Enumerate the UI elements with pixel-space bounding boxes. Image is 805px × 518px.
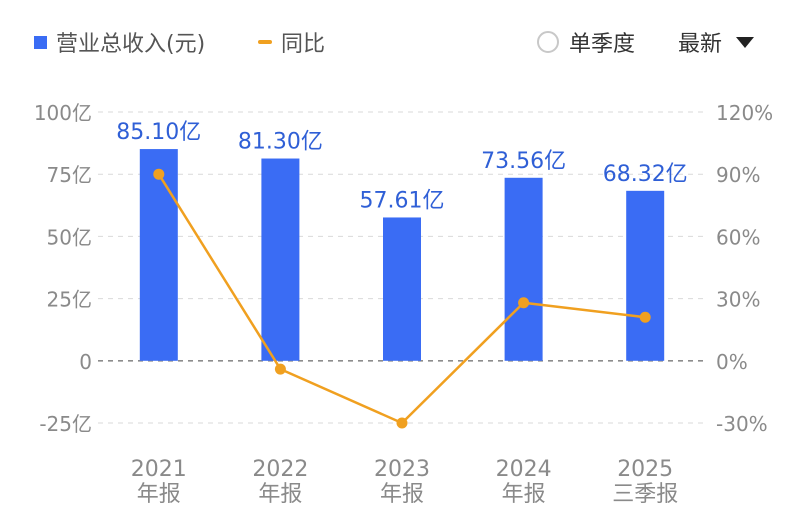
- radio-circle-icon[interactable]: [537, 31, 559, 53]
- revenue-bar[interactable]: [383, 217, 421, 361]
- x-axis-period-label: 年报: [137, 482, 181, 507]
- legend-revenue-label: 营业总收入(元): [56, 32, 206, 57]
- bar-value-labels: 85.10亿 81.30亿 57.61亿 73.56亿 68.32亿: [116, 120, 687, 213]
- legend-line-swatch: [258, 40, 272, 44]
- right-axis-tick-label: 60%: [716, 225, 760, 249]
- right-axis-tick-label: 0%: [716, 350, 748, 374]
- x-axis-year-label: 2024: [496, 457, 552, 482]
- x-axis-period-label: 年报: [502, 482, 546, 507]
- yoy-point[interactable]: [518, 297, 530, 309]
- yoy-point[interactable]: [396, 417, 408, 429]
- caret-down-icon: [736, 36, 755, 48]
- bar-value-label: 85.10亿: [116, 120, 201, 145]
- x-axis-year-label: 2021: [131, 457, 187, 482]
- legend-bar-swatch: [34, 35, 47, 49]
- x-axis-period-label: 年报: [380, 482, 424, 507]
- left-axis-tick-label: 25亿: [47, 288, 92, 312]
- right-axis-tick-label: -30%: [716, 412, 768, 436]
- left-axis-tick-label: 100亿: [34, 101, 92, 125]
- revenue-bar[interactable]: [504, 177, 543, 361]
- right-axis-tick-label: 120%: [716, 101, 773, 125]
- left-axis-tick-label: 50亿: [47, 225, 92, 249]
- legend-revenue[interactable]: 营业总收入(元): [34, 26, 205, 58]
- single-quarter-label: 单季度: [569, 32, 636, 57]
- x-axis-year-label: 2025: [617, 457, 673, 482]
- revenue-bar[interactable]: [139, 149, 178, 361]
- revenue-bar[interactable]: [261, 158, 300, 361]
- legend-yoy-label: 同比: [281, 32, 326, 57]
- yoy-point[interactable]: [274, 363, 286, 375]
- latest-dropdown[interactable]: 最新: [678, 26, 755, 58]
- yoy-point[interactable]: [639, 311, 651, 323]
- bar-series: [139, 149, 665, 361]
- bar-value-label: 73.56亿: [481, 149, 566, 174]
- right-axis-ticks: 120% 90% 60% 30% 0% -30%: [716, 101, 773, 436]
- right-axis-tick-label: 30%: [716, 288, 760, 312]
- left-axis-ticks: 100亿 75亿 50亿 25亿 0 -25亿: [34, 101, 92, 436]
- latest-label: 最新: [678, 32, 723, 57]
- revenue-bar[interactable]: [626, 190, 665, 361]
- left-axis-tick-label: -25亿: [39, 412, 92, 436]
- bar-value-label: 68.32亿: [603, 162, 688, 187]
- right-axis-tick-label: 90%: [716, 163, 760, 187]
- single-quarter-toggle[interactable]: 单季度: [537, 26, 635, 58]
- legend-row: 营业总收入(元) 同比 单季度 最新: [0, 0, 805, 84]
- bar-value-label: 81.30亿: [238, 130, 323, 155]
- left-axis-tick-label: 0: [79, 350, 92, 374]
- yoy-point[interactable]: [153, 168, 165, 180]
- x-axis-year-label: 2022: [252, 457, 308, 482]
- legend-yoy[interactable]: 同比: [258, 26, 325, 58]
- yoy-line-series: [153, 168, 651, 429]
- left-axis-tick-label: 75亿: [47, 163, 92, 187]
- x-axis-period-label: 年报: [258, 482, 302, 507]
- x-axis-period-label: 三季报: [612, 482, 678, 507]
- x-axis-year-label: 2023: [374, 457, 430, 482]
- bar-value-label: 57.61亿: [360, 188, 445, 213]
